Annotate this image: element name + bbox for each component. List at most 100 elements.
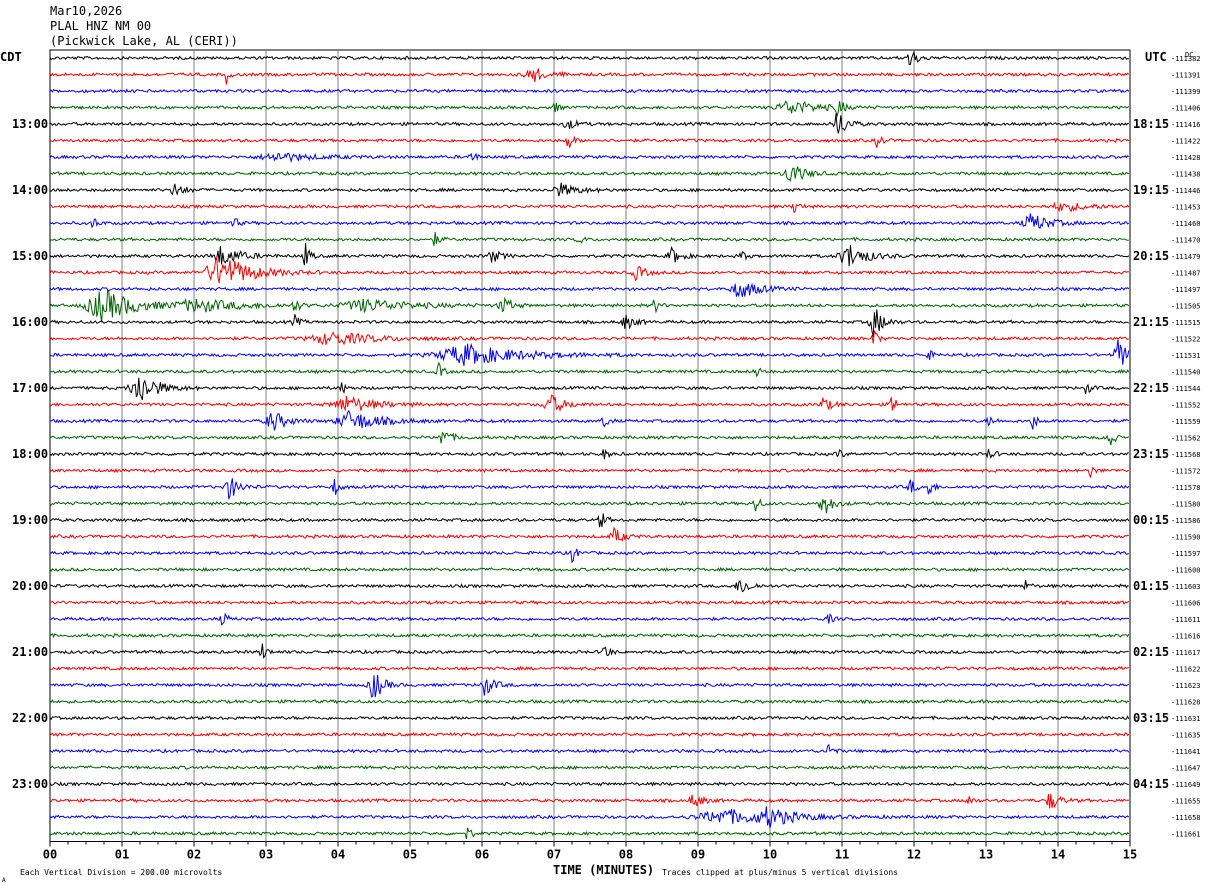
dc-offset-label: -111655 bbox=[1171, 798, 1201, 806]
trace-row bbox=[49, 339, 1130, 367]
right-time-label: 22:15 bbox=[1133, 381, 1169, 395]
trace-row bbox=[49, 232, 1129, 246]
trace-row bbox=[49, 394, 1129, 413]
left-time-label: 18:00 bbox=[12, 447, 48, 461]
left-time-axis: 13:00 14:00 15:00 16:00 17:00 18:00 19:00 20:00… bbox=[12, 117, 48, 791]
trace-row bbox=[49, 256, 1129, 284]
left-time-label: 22:00 bbox=[12, 711, 48, 725]
right-time-label: 02:15 bbox=[1133, 645, 1169, 659]
x-tick-label: 09 bbox=[691, 848, 705, 862]
trace-row bbox=[49, 289, 1130, 323]
dc-offset-label: -111446 bbox=[1171, 187, 1201, 195]
dc-offset-label: -111622 bbox=[1171, 666, 1201, 674]
dc-offset-label: -111658 bbox=[1171, 814, 1201, 822]
dc-offset-label: -111647 bbox=[1171, 765, 1201, 773]
dc-offset-label: -111416 bbox=[1171, 121, 1201, 129]
x-axis: 00 01 02 03 04 05 06 07 08 09 10 11 12 13 14 15 bbox=[43, 841, 1137, 862]
right-time-label: 00:15 bbox=[1133, 513, 1169, 527]
station-location: (Pickwick Lake, AL (CERI)) bbox=[50, 34, 238, 48]
trace-row bbox=[49, 213, 1130, 230]
x-tick-label: 11 bbox=[835, 848, 849, 862]
left-time-label: 19:00 bbox=[12, 513, 48, 527]
trace-row bbox=[49, 68, 1130, 85]
dc-offset-label: -111497 bbox=[1171, 286, 1201, 294]
dc-offset-label: -111544 bbox=[1171, 385, 1201, 393]
dc-offset-label: -111590 bbox=[1171, 534, 1201, 542]
trace-row bbox=[49, 88, 1130, 94]
left-timezone-label: CDT bbox=[0, 50, 22, 64]
right-timezone-label: UTC bbox=[1145, 50, 1167, 64]
trace-row bbox=[49, 448, 1129, 460]
dc-offset-label: -111580 bbox=[1171, 501, 1201, 509]
station-code: PLAL HNZ NM 00 bbox=[50, 19, 152, 33]
trace-row bbox=[49, 548, 1129, 564]
trace-row bbox=[49, 793, 1129, 809]
clip-note: Traces clipped at plus/minus 5 vertical … bbox=[662, 868, 898, 877]
dc-offset-label: -111399 bbox=[1171, 88, 1201, 96]
x-tick-label: 07 bbox=[547, 848, 561, 862]
left-time-label: 23:00 bbox=[12, 777, 48, 791]
dc-offset-label: -111552 bbox=[1171, 402, 1201, 410]
dc-header: DC bbox=[1185, 51, 1193, 59]
dc-offset-label: -111617 bbox=[1171, 649, 1201, 657]
right-time-label: 19:15 bbox=[1133, 183, 1169, 197]
dc-offset-label: -111505 bbox=[1171, 303, 1201, 311]
plot-date: Mar10,2026 bbox=[50, 4, 123, 18]
trace-row bbox=[49, 282, 1130, 298]
corner-mark: A bbox=[2, 877, 6, 884]
x-tick-label: 12 bbox=[907, 848, 921, 862]
trace-row bbox=[49, 166, 1130, 182]
trace-row bbox=[49, 764, 1130, 771]
trace-row bbox=[49, 632, 1130, 639]
trace-row bbox=[49, 330, 1129, 346]
dc-offset-label: -111606 bbox=[1171, 600, 1201, 608]
trace-row bbox=[49, 152, 1130, 163]
dc-offset-label: -111406 bbox=[1171, 105, 1201, 113]
x-tick-label: 03 bbox=[259, 848, 273, 862]
trace-row bbox=[49, 743, 1130, 755]
dc-offset-label: -111603 bbox=[1171, 583, 1201, 591]
trace-row bbox=[49, 513, 1130, 528]
x-tick-label: 14 bbox=[1051, 848, 1065, 862]
trace-row bbox=[49, 309, 1130, 337]
trace-row bbox=[49, 526, 1129, 542]
x-tick-label: 01 bbox=[115, 848, 129, 862]
dc-offset-label: -111479 bbox=[1171, 253, 1201, 261]
dc-offset-label: -111515 bbox=[1171, 319, 1201, 327]
trace-row bbox=[49, 579, 1129, 593]
trace-row bbox=[49, 409, 1129, 431]
trace-row bbox=[49, 612, 1129, 626]
x-tick-label: 02 bbox=[187, 848, 201, 862]
dc-offset-label: -111453 bbox=[1171, 204, 1201, 212]
left-time-label: 14:00 bbox=[12, 183, 48, 197]
trace-row bbox=[49, 566, 1130, 573]
trace-row bbox=[49, 377, 1130, 401]
dc-offset-label: -111649 bbox=[1171, 781, 1201, 789]
trace-row bbox=[49, 431, 1130, 446]
dc-offset-label: -111628 bbox=[1171, 699, 1201, 707]
trace-row bbox=[50, 201, 1130, 214]
dc-offset-label: -111540 bbox=[1171, 369, 1201, 377]
seismic-traces bbox=[49, 49, 1130, 840]
trace-row bbox=[49, 715, 1130, 721]
x-tick-label: 04 bbox=[331, 848, 345, 862]
left-time-label: 20:00 bbox=[12, 579, 48, 593]
trace-row bbox=[49, 182, 1130, 197]
dc-offset-label: -111531 bbox=[1171, 352, 1201, 360]
dc-offset-label: -111438 bbox=[1171, 171, 1201, 179]
trace-row bbox=[49, 49, 1129, 66]
x-tick-label: 00 bbox=[43, 848, 57, 862]
dc-offset-label: -111382 bbox=[1171, 55, 1201, 63]
trace-row bbox=[49, 698, 1130, 705]
x-tick-label: 15 bbox=[1123, 848, 1137, 862]
dc-offset-label: -111559 bbox=[1171, 418, 1201, 426]
dc-offset-label: -111487 bbox=[1171, 270, 1201, 278]
left-time-label: 15:00 bbox=[12, 249, 48, 263]
dc-offset-label: -111611 bbox=[1171, 616, 1201, 624]
x-tick-label: 10 bbox=[763, 848, 777, 862]
right-time-label: 18:15 bbox=[1133, 117, 1169, 131]
trace-row bbox=[49, 100, 1130, 118]
dc-offset-label: -111623 bbox=[1171, 682, 1201, 690]
trace-row bbox=[49, 827, 1130, 840]
